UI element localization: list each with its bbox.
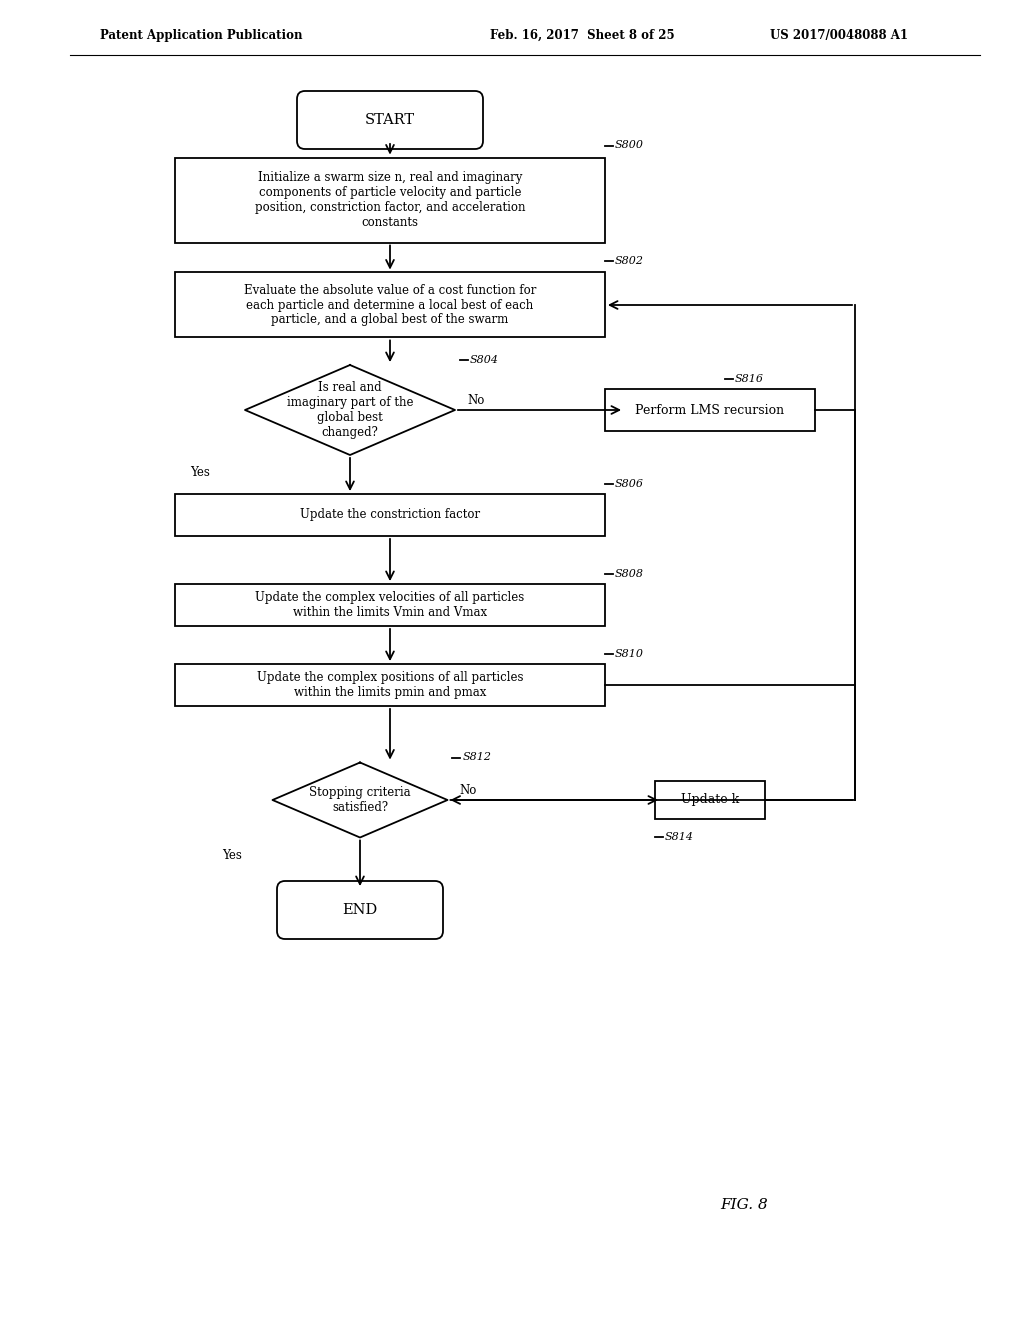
- Text: Perform LMS recursion: Perform LMS recursion: [636, 404, 784, 417]
- Polygon shape: [272, 763, 447, 837]
- Text: S810: S810: [615, 649, 644, 659]
- Text: S812: S812: [463, 752, 492, 763]
- Text: Update the complex velocities of all particles
within the limits Vmin and Vmax: Update the complex velocities of all par…: [255, 591, 524, 619]
- Text: S814: S814: [665, 832, 694, 842]
- Text: Is real and
imaginary part of the
global best
changed?: Is real and imaginary part of the global…: [287, 381, 414, 440]
- Text: Feb. 16, 2017  Sheet 8 of 25: Feb. 16, 2017 Sheet 8 of 25: [490, 29, 675, 41]
- Bar: [605, 389, 815, 432]
- Bar: [175, 272, 605, 338]
- Text: Yes: Yes: [190, 466, 210, 479]
- Bar: [655, 781, 765, 818]
- Text: S816: S816: [735, 374, 764, 384]
- Text: END: END: [342, 903, 378, 917]
- Bar: [175, 583, 605, 626]
- Text: No: No: [467, 393, 484, 407]
- Text: Evaluate the absolute value of a cost function for
each particle and determine a: Evaluate the absolute value of a cost fu…: [244, 284, 537, 326]
- Text: S804: S804: [470, 355, 499, 366]
- Bar: [175, 157, 605, 243]
- Text: Update k: Update k: [681, 793, 739, 807]
- Text: S800: S800: [615, 140, 644, 150]
- Polygon shape: [245, 366, 455, 455]
- Bar: [175, 494, 605, 536]
- Text: Stopping criteria
satisfied?: Stopping criteria satisfied?: [309, 785, 411, 814]
- Text: Patent Application Publication: Patent Application Publication: [100, 29, 302, 41]
- Text: FIG. 8: FIG. 8: [720, 1199, 768, 1212]
- FancyBboxPatch shape: [297, 91, 483, 149]
- Text: US 2017/0048088 A1: US 2017/0048088 A1: [770, 29, 908, 41]
- Text: START: START: [365, 114, 415, 127]
- Text: Update the constriction factor: Update the constriction factor: [300, 508, 480, 521]
- Text: Initialize a swarm size n, real and imaginary
components of particle velocity an: Initialize a swarm size n, real and imag…: [255, 172, 525, 228]
- FancyBboxPatch shape: [278, 880, 443, 939]
- Text: No: No: [460, 784, 477, 796]
- Text: Yes: Yes: [222, 849, 243, 862]
- Text: Update the complex positions of all particles
within the limits pmin and pmax: Update the complex positions of all part…: [257, 671, 523, 700]
- Bar: [175, 664, 605, 706]
- Text: S802: S802: [615, 256, 644, 265]
- Text: S806: S806: [615, 479, 644, 488]
- Text: S808: S808: [615, 569, 644, 579]
